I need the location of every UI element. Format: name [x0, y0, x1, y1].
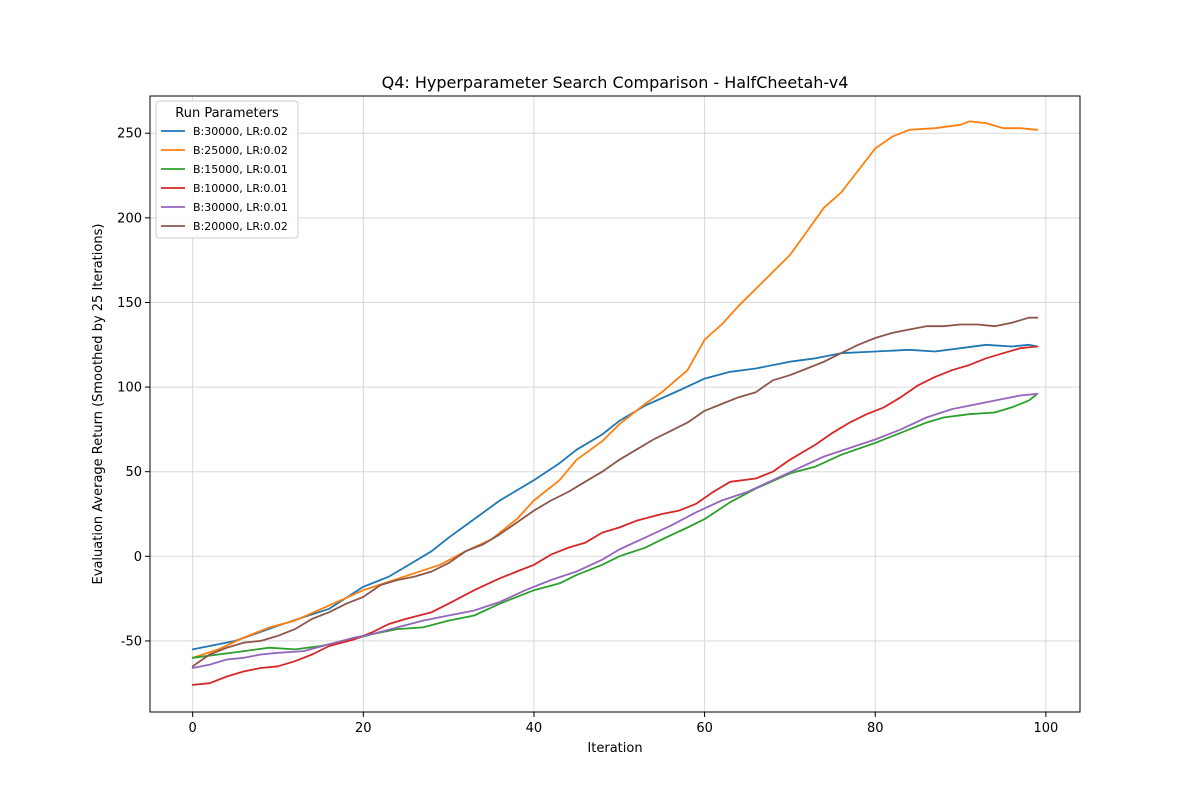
legend-entries: B:30000, LR:0.02 B:25000, LR:0.02 B:15000,… [161, 125, 288, 233]
legend-box [155, 100, 299, 239]
y-tick-label: 150 [117, 296, 142, 311]
x-tick-label: 100 [1033, 721, 1058, 736]
chart-title: Q4: Hyperparameter Search Comparison - H… [382, 73, 849, 92]
legend: Run Parameters B:30000, LR:0.02 B:25000, … [155, 100, 299, 239]
y-tick-label: 100 [117, 381, 142, 396]
series-line-5 [191, 392, 1039, 669]
x-tick-label: 80 [867, 721, 884, 736]
series-line-3 [191, 392, 1039, 659]
x-axis-label: Iteration [587, 741, 642, 756]
x-tick-label: 60 [696, 721, 713, 736]
legend-label: B:20000, LR:0.02 [193, 220, 288, 233]
grid [150, 96, 1080, 712]
legend-label: B:30000, LR:0.01 [193, 201, 288, 214]
x-tick-label: 0 [189, 721, 197, 736]
legend-label: B:15000, LR:0.01 [193, 163, 288, 176]
plot-area-frame [149, 95, 1081, 713]
x-tick-label: 40 [526, 721, 543, 736]
y-tick-label: 250 [117, 127, 142, 142]
x-tick-label: 20 [355, 721, 372, 736]
y-tick-label: 0 [134, 550, 142, 565]
series-line-6 [191, 316, 1039, 668]
y-axis-label: Evaluation Average Return (Smoothed by 2… [91, 224, 106, 585]
legend-label: B:30000, LR:0.02 [193, 125, 288, 138]
series-lines [191, 120, 1039, 686]
legend-title: Run Parameters [175, 106, 279, 121]
legend-label: B:25000, LR:0.02 [193, 144, 288, 157]
y-tick-label: 200 [117, 211, 142, 226]
series-line-1 [191, 343, 1039, 651]
legend-label: B:10000, LR:0.01 [193, 182, 288, 195]
series-line-4 [191, 345, 1039, 686]
axis-ticks: 0 20 40 60 80 100 -50 0 50 100 150 200 250 [117, 127, 1058, 736]
y-tick-label: 50 [125, 465, 142, 480]
y-tick-label: -50 [121, 634, 142, 649]
